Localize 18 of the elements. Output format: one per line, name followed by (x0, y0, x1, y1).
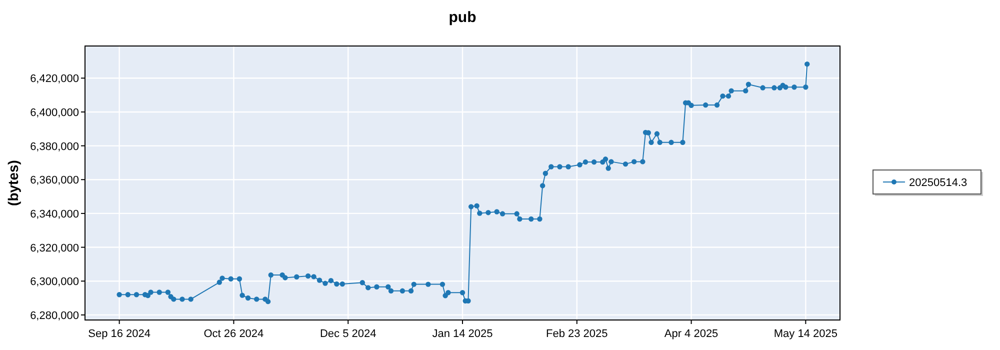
x-tick-label: Jan 14 2025 (432, 328, 493, 340)
y-tick-label: 6,380,000 (30, 140, 79, 153)
legend-label: 20250514.3 (909, 177, 968, 189)
x-tick-label: Sep 16 2024 (88, 328, 151, 340)
x-tick-label: Feb 23 2025 (546, 328, 608, 340)
y-tick-label: 6,320,000 (30, 242, 79, 254)
y-tick-label: 6,280,000 (30, 310, 79, 322)
y-axis-title: (bytes) (5, 160, 21, 206)
chart-title: pub (448, 9, 476, 26)
y-tick-label: 6,420,000 (30, 73, 79, 86)
x-tick-label: May 14 2025 (774, 328, 838, 340)
x-tick-label: Oct 26 2024 (204, 328, 264, 340)
y-tick-label: 6,340,000 (30, 208, 79, 220)
y-tick-label: 6,360,000 (30, 174, 79, 187)
x-tick-label: Apr 4 2025 (664, 328, 718, 340)
y-tick-label: 6,400,000 (30, 106, 79, 119)
y-tick-label: 6,300,000 (30, 276, 79, 288)
x-tick-label: Dec 5 2024 (320, 328, 376, 340)
